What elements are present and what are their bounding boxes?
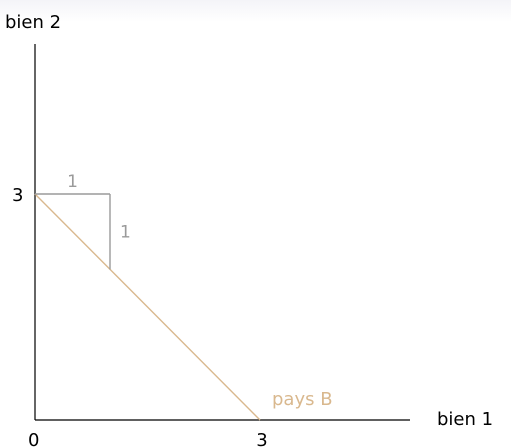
x-axis-label: bien 1 [437,409,493,430]
x-tick-label: 3 [256,430,267,447]
series-line-pays-b [34,193,261,421]
slope-rise-label: 1 [120,223,131,243]
top-bar [0,0,511,22]
series-label-pays-b: pays B [272,389,333,410]
y-tick-label: 3 [12,185,23,206]
y-axis-label: bien 2 [5,12,61,33]
slope-run-label: 1 [67,172,78,192]
origin-label: 0 [28,430,39,447]
